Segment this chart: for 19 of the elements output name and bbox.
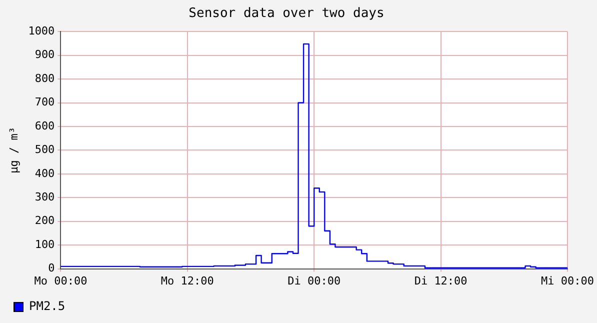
x-tick-label: Mi 00:00 — [541, 274, 594, 288]
y-tick-label: 500 — [34, 143, 55, 156]
y-tick-label: 200 — [34, 214, 55, 228]
x-tick-label: Mo 12:00 — [160, 274, 214, 288]
x-tick-label: Mo 00:00 — [34, 274, 88, 288]
y-tick-label: 300 — [34, 190, 55, 204]
y-tick-label: 0 — [48, 262, 55, 275]
legend-label: PM2.5 — [29, 299, 66, 314]
y-tick-label: 800 — [34, 72, 55, 85]
y-tick-label: 100 — [34, 238, 55, 251]
chart-title: Sensor data over two days — [188, 6, 384, 22]
y-tick-label: 900 — [34, 48, 55, 62]
y-tick-label: 1000 — [28, 24, 55, 38]
x-tick-label: Di 12:00 — [414, 274, 468, 288]
y-axis-title: µg / m³ — [7, 127, 20, 174]
y-tick-label: 700 — [34, 96, 55, 109]
y-tick-label: 400 — [34, 166, 55, 180]
x-tick-label: Di 00:00 — [288, 274, 341, 288]
y-tick-label: 600 — [34, 119, 55, 132]
